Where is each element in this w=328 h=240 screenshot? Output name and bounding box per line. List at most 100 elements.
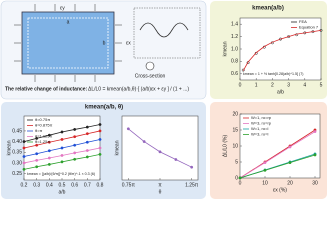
plot-area (239, 113, 321, 179)
legend-label: θ=π (35, 128, 43, 133)
y-tick-label: 1.0 (231, 46, 238, 52)
x-tick-label: 3 (287, 82, 290, 88)
y-tick-label: 15 (232, 127, 238, 133)
x-axis-label: a/b (59, 189, 66, 195)
x-axis-label: a/b (277, 89, 284, 95)
data-point (85, 149, 89, 153)
data-point (35, 143, 39, 147)
series-line (239, 131, 316, 179)
sensor (21, 11, 115, 75)
data-point (60, 138, 64, 141)
x-tick-label: 0.6 (71, 182, 78, 188)
y-tick-label: 0.35 (12, 150, 22, 156)
data-point (313, 130, 317, 134)
y-tick-label: 0.25 (12, 171, 22, 177)
y-tick-label: 0.6 (231, 71, 238, 77)
data-point (98, 129, 102, 133)
arrows (14, 4, 122, 82)
data-point (60, 130, 64, 134)
y-tick-label: 0.45 (12, 128, 22, 134)
x-tick-label: 20 (287, 180, 293, 186)
x-tick-label: 0.5 (59, 182, 66, 188)
y-tick-label: 0.40 (12, 139, 22, 145)
figure: a b εx εy Cross-section The relative cha… (0, 0, 327, 199)
data-point (47, 156, 51, 160)
x-tick-label: 4 (303, 82, 306, 88)
inset (133, 7, 201, 59)
annotation: kmean = 1 + ½ tanh[0.28(a/b)^1.5] (7) (243, 72, 303, 76)
formula: ΔL/L0 = kmean(a/b,θ)·[ (a/b)εx + εy ] / … (88, 86, 189, 92)
data-point (98, 123, 102, 126)
x-tick-label: 0 (239, 82, 242, 88)
data-point (73, 135, 77, 139)
data-point (73, 143, 77, 147)
data-point (85, 125, 89, 129)
data-point (47, 140, 51, 144)
x-tick-label: 1.25π (185, 182, 199, 188)
data-point (35, 136, 39, 140)
x-axis-label: θ (159, 189, 162, 195)
x-tick-label: 5 (320, 82, 323, 88)
data-point (60, 160, 64, 164)
y-axis-label: kmean (222, 41, 228, 56)
y-tick-label: 1.4 (231, 22, 238, 28)
data-point (47, 162, 51, 166)
label: b (103, 40, 106, 46)
text: The relative change of inductance: (5, 86, 88, 92)
data-point (35, 152, 39, 156)
y-tick-label: 0.30 (12, 160, 22, 166)
data-point (98, 138, 102, 141)
x-tick-label: 0.3 (33, 182, 40, 188)
legend-label: W=3, ro=rp (251, 121, 272, 126)
legend-label: FEA (299, 19, 307, 24)
diagram: a b εx εy Cross-section The relative cha… (5, 4, 201, 92)
x-axis-label: εx (%) (273, 187, 287, 193)
coil (27, 17, 109, 69)
y-tick-label: 5 (235, 159, 238, 165)
data-point (22, 146, 26, 150)
legend-label: θ=0.875π (35, 123, 53, 128)
data-point (98, 152, 102, 156)
x-tick-label: 0.2 (21, 182, 28, 188)
y-tick-label: 10 (232, 143, 238, 149)
x-tick-label: 0.8 (97, 182, 104, 188)
y-axis-label: kmean (6, 140, 12, 155)
data-point (73, 151, 77, 155)
x-tick-label: 2 (271, 82, 274, 88)
data-point (73, 127, 77, 131)
x-tick-label: π (158, 182, 162, 188)
data-point (313, 153, 317, 157)
x-tick-label: 0.7 (84, 182, 91, 188)
y-tick-label: 0.8 (231, 59, 238, 65)
legend-label: Equation 7 (299, 25, 319, 30)
data-point (85, 132, 89, 136)
wire (139, 22, 189, 38)
data-point (22, 155, 26, 158)
data-point (22, 161, 26, 165)
y-tick-label: 0 (235, 175, 238, 181)
data-point (142, 140, 146, 144)
data-point (126, 127, 130, 131)
data-point (22, 140, 26, 144)
chart-title: kmean(a/b, θ) (85, 105, 123, 111)
data-point (35, 158, 39, 162)
data-point (85, 155, 89, 159)
plot-area (121, 115, 199, 181)
label: εy (60, 5, 65, 11)
x-tick-label: 10 (262, 180, 268, 186)
data-point (241, 68, 245, 72)
data-point (22, 167, 26, 171)
legend-label: W=3, ro=l (251, 132, 268, 137)
data-point (158, 150, 162, 154)
data-point (47, 133, 51, 137)
x-tick-label: 0.75π (122, 182, 136, 188)
data-point (60, 146, 64, 150)
annotation: kmean = [(a/b)/(θ/π)]^0.2 (θ/π)^-1 × 0.3… (27, 172, 95, 176)
data-point (288, 145, 292, 149)
label: a (67, 19, 70, 25)
legend-label: θ=1.125π (35, 134, 53, 139)
legend-label: W=1, ro=rp (251, 115, 272, 120)
data-point (47, 149, 51, 153)
y-tick-label: 20 (232, 111, 238, 117)
x-tick-label: 30 (312, 180, 318, 186)
